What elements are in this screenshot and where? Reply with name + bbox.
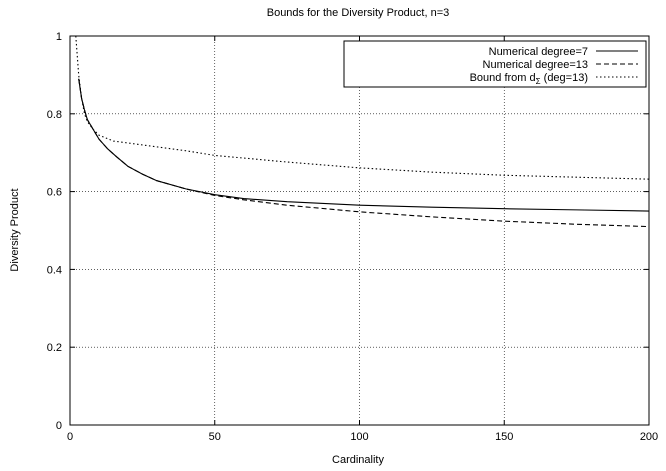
x-tick-label: 50 [209,431,221,443]
series-line-3 [75,35,650,180]
grid [70,36,649,425]
series-line-1 [78,78,650,212]
x-tick-label: 150 [495,431,513,443]
legend-label-2: Numerical degree=13 [483,59,588,71]
x-axis-title: Cardinality [332,454,384,466]
y-tick-label: 0.4 [47,264,62,276]
chart-title: Bounds for the Diversity Product, n=3 [267,7,450,19]
legend-label-3: Bound from dΣ (deg=13) [470,72,588,86]
legend-label-1: Numerical degree=7 [489,46,588,58]
y-tick-label: 0 [56,420,62,432]
series-lines [75,35,650,228]
x-tick-label: 200 [640,431,658,443]
series-line-2 [78,78,650,228]
x-tick-label: 0 [67,431,73,443]
x-tick-label: 100 [350,431,368,443]
legend-box [343,40,647,88]
axis-ticks: 0 50 100 150 200 0 0.2 0.4 0.6 0.8 1 [47,31,658,443]
y-tick-label: 0.6 [47,187,62,199]
y-tick-label: 0.2 [47,342,62,354]
y-tick-label: 1 [56,31,62,43]
y-axis-title: Diversity Product [9,188,21,271]
y-tick-label: 0.8 [47,109,62,121]
